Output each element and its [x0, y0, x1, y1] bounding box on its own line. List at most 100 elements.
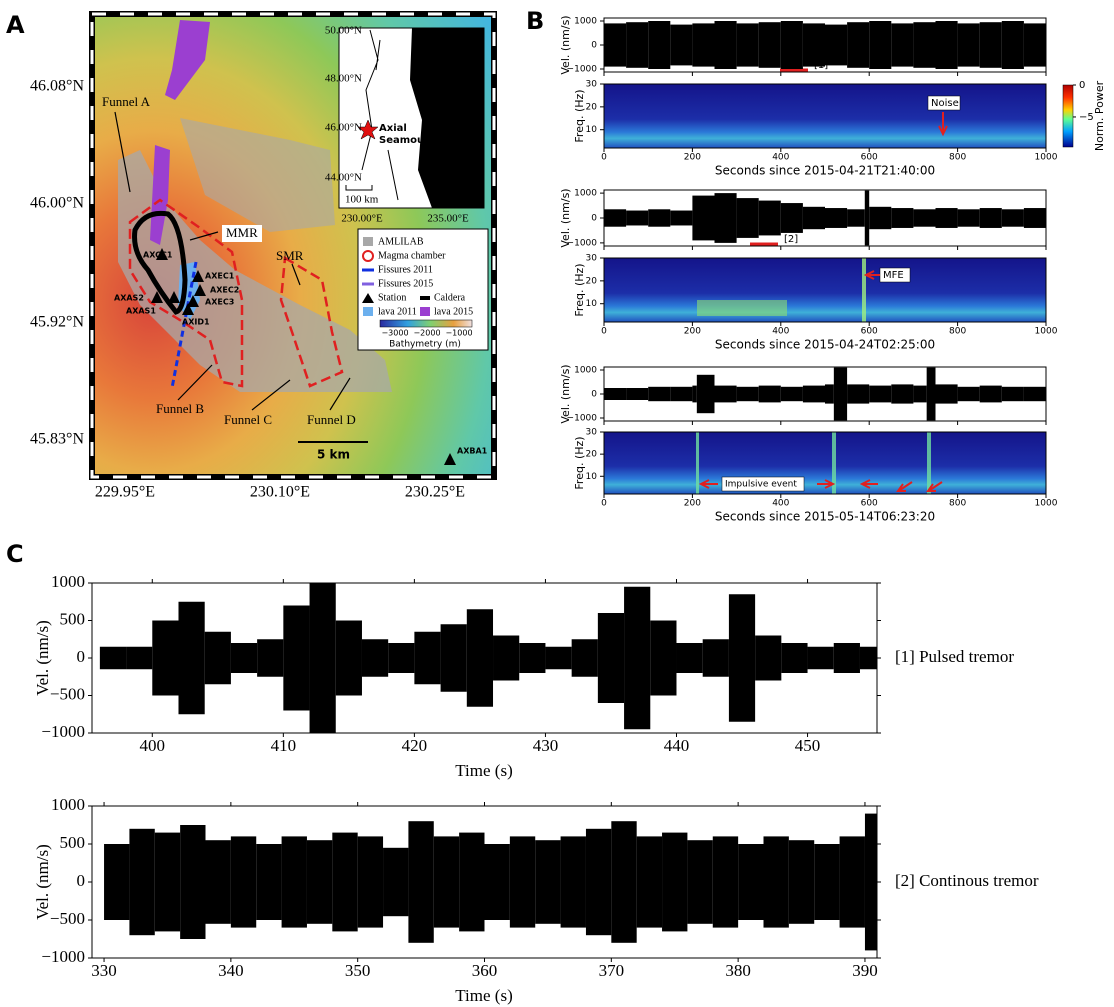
waveform-envelope: [597, 613, 625, 703]
x-tick-label: 1000: [1035, 499, 1058, 509]
plot-frame: [603, 257, 1047, 323]
waveform-envelope: [1023, 208, 1046, 228]
annotation: Funnel D: [307, 412, 356, 427]
magma-chamber: [128, 198, 244, 388]
waveform-envelope: [126, 646, 153, 670]
waveform-envelope: [839, 836, 865, 928]
colorbar-tick-label: −3000: [381, 329, 408, 338]
panel-labels: A B C: [6, 7, 544, 568]
x-tick-label: 0: [601, 499, 607, 509]
x-tick-label: 600: [861, 153, 878, 163]
waveform-envelope: [847, 22, 870, 68]
y-tick-label: 500: [60, 609, 86, 628]
waveform-envelope: [571, 639, 598, 677]
waveform-envelope: [736, 198, 759, 238]
colorbar-tick-label: −5: [1079, 112, 1094, 123]
magma-chamber: [279, 255, 344, 388]
plate-boundary: [361, 29, 399, 201]
waveform-envelope: [864, 190, 870, 246]
waveform-envelope: [99, 646, 127, 670]
panel-label: B: [526, 7, 544, 35]
y-tick-label: 1000: [51, 795, 85, 814]
waveform-envelope: [585, 828, 612, 936]
waveform-envelope: [869, 21, 892, 69]
y-axis-label: Freq. (Hz): [573, 436, 586, 489]
y-axis-label: Vel. (nm/s): [33, 844, 52, 920]
waveform-envelope: [670, 386, 693, 402]
x-tick-label: 390: [852, 961, 878, 980]
waveform-envelope: [104, 844, 130, 920]
x-tick-label: 800: [949, 327, 966, 337]
waveform-envelope: [758, 22, 781, 68]
waveform-envelope: [648, 21, 671, 69]
y-axis-label: Vel. (nm/s): [33, 620, 52, 696]
waveform-envelope: [935, 208, 958, 228]
trace-label: [1] Pulsed tremor: [895, 647, 1014, 666]
waveform-envelope: [611, 821, 637, 943]
annotation: SMR: [276, 248, 304, 263]
legend-label: AMLILAB: [378, 236, 424, 247]
y-tick-label: 20: [586, 450, 598, 460]
decoration: [926, 481, 943, 492]
map-frame: [90, 12, 496, 479]
lat-labels: 46.08°N 46.00°N 45.92°N 45.83°N: [30, 78, 84, 448]
waveform-envelope: [833, 367, 848, 421]
legend-label: Station: [378, 292, 406, 303]
waveform-envelope: [180, 825, 206, 939]
lon-labels: 229.95°E 230.10°E 230.25°E: [95, 484, 465, 501]
waveform-envelope: [891, 23, 914, 67]
station-labels: AXCC1 AXEC1 AXEC2 AXEC3 AXAS2 AXAS1 AXID…: [114, 251, 488, 456]
spectrogram-features: [696, 432, 931, 494]
decoration: [168, 291, 180, 303]
waveform-envelope: [408, 821, 434, 943]
inset-lat-labels: 50.00°N 48.00°N 46.00°N 44.00°N: [325, 25, 362, 184]
decoration: [817, 479, 836, 489]
waveform-envelope: [626, 22, 649, 68]
y-tick-label: 1000: [574, 189, 597, 199]
decoration: [177, 364, 213, 401]
fissure-2011: [170, 261, 198, 389]
decoration: [189, 231, 219, 241]
x-tick-label: 600: [861, 327, 878, 337]
waveform-envelope: [636, 836, 663, 928]
spectrogram: [604, 258, 1046, 322]
annotation-arrows: [114, 111, 351, 411]
y-tick-label: 20: [586, 102, 598, 112]
arrow: [938, 112, 948, 137]
legend-swatch: [363, 237, 373, 246]
waveform-envelope: [692, 195, 715, 241]
waveform-envelope: [484, 844, 510, 920]
inset-lon-label: 235.00°E: [427, 213, 469, 225]
x-tick-label: 410: [271, 736, 297, 755]
waveform-envelope: [869, 206, 892, 230]
waveform-envelope: [807, 646, 834, 670]
waveform-envelope: [433, 836, 460, 928]
legend-entries: AMLILAB Magma chamber Fissures 2011 Fiss…: [362, 236, 473, 328]
x-tick-label: 0: [601, 153, 607, 163]
colorbar-tick-label: −1000: [445, 329, 472, 338]
site-star: [357, 119, 379, 140]
x-tick-label: 400: [140, 736, 166, 755]
y-tick-label: 30: [586, 80, 598, 90]
x-tick-label: 420: [402, 736, 428, 755]
waveform-envelope: [230, 643, 258, 673]
waveform-envelope: [388, 643, 415, 673]
waveform-envelope: [670, 24, 693, 66]
spectrogram-feature: [862, 258, 866, 322]
x-tick-label: 400: [772, 499, 789, 509]
lon-label: 230.10°E: [250, 484, 310, 501]
label-box: [721, 476, 805, 492]
inset-scale-bar: [345, 185, 373, 191]
bathymetry-ticks: −3000 −2000 −1000 Bathymetry (m): [381, 329, 472, 350]
x-tick-label: 0: [601, 327, 607, 337]
decoration: [291, 263, 301, 286]
station-label: AXBA1: [457, 447, 488, 456]
b-annotations: [1] Noise [2] MFE Impulsive event: [698, 60, 961, 492]
waveform-envelope: [256, 844, 282, 920]
decoration: [192, 270, 204, 282]
waveform-envelope: [650, 620, 677, 696]
waveform-envelope: [440, 624, 467, 692]
y-tick-label: 20: [586, 276, 598, 286]
spectrogram: [604, 84, 1046, 148]
colorbar-tick-label: 0: [1079, 80, 1085, 91]
